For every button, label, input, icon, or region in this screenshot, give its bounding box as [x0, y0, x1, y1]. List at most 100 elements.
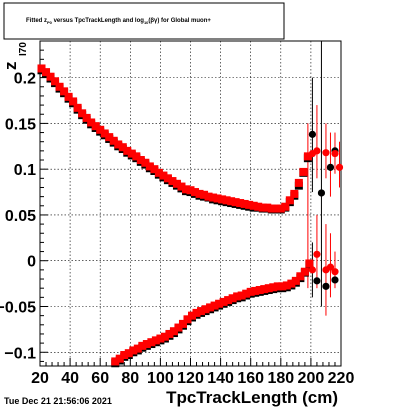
data-point [46, 72, 55, 81]
data-point [322, 282, 330, 290]
data-point [118, 143, 127, 152]
data-point [111, 357, 120, 366]
data-point [197, 307, 206, 316]
data-point [276, 204, 285, 213]
data-point [96, 125, 105, 134]
data-point [82, 113, 91, 122]
data-point [258, 203, 267, 212]
data-point [231, 198, 240, 207]
data-point [291, 276, 300, 285]
data-point [168, 177, 177, 186]
data-point [224, 296, 233, 305]
x-axis-title: TpcTrackLength (cm) [166, 388, 338, 407]
data-point [124, 349, 133, 358]
data-point [163, 174, 172, 183]
data-point [132, 152, 141, 161]
x-tick-label: 200 [298, 370, 325, 387]
data-point [145, 162, 154, 171]
y-tick-label: 0.1 [14, 162, 36, 179]
data-point [191, 188, 200, 197]
data-point [204, 192, 213, 201]
x-tick-label: 140 [207, 370, 234, 387]
data-point [300, 267, 309, 276]
data-point [181, 185, 190, 194]
data-point [305, 259, 314, 268]
data-point [73, 103, 82, 112]
data-point [178, 319, 187, 328]
data-point [249, 201, 258, 210]
data-point [237, 291, 246, 300]
data-point [210, 301, 219, 310]
data-point [219, 297, 228, 306]
data-point [78, 109, 87, 118]
data-point [331, 276, 339, 284]
data-point [282, 281, 291, 290]
title-box-frame [3, 2, 285, 40]
data-point [326, 163, 335, 171]
data-point [151, 336, 160, 345]
data-point [303, 152, 312, 161]
data-point [308, 130, 317, 138]
data-point [141, 158, 150, 167]
data-point [294, 178, 303, 187]
chart-title-mid: versus TpcTrackLength and log [52, 18, 144, 24]
data-point [246, 287, 255, 296]
x-tick-label: 180 [267, 370, 294, 387]
data-point [186, 186, 195, 195]
timestamp: Tue Dec 21 21:56:06 2021 [4, 396, 112, 406]
data-point [317, 189, 326, 197]
data-point [209, 193, 218, 202]
data-point [245, 200, 254, 209]
data-point [201, 305, 210, 314]
data-point [160, 332, 169, 341]
data-point [313, 147, 321, 155]
data-point [335, 163, 344, 171]
y-tick-label: 0.05 [5, 208, 36, 225]
data-point [287, 279, 296, 288]
data-point [100, 129, 109, 138]
data-point [142, 340, 151, 349]
y-axis-title-sub: I70 [18, 42, 29, 56]
data-point [159, 171, 168, 180]
data-point [213, 194, 222, 203]
data-point [147, 338, 156, 347]
chart-title-post: (βγ) for Global muon+ [148, 18, 211, 24]
data-point [138, 341, 147, 350]
data-point [269, 283, 278, 292]
data-point [218, 195, 227, 204]
data-point [123, 146, 132, 155]
data-point [51, 77, 60, 86]
data-point [87, 118, 96, 127]
data-point [136, 156, 145, 165]
data-point [55, 82, 64, 91]
data-point [200, 190, 209, 199]
data-point [206, 303, 215, 312]
data-point [242, 289, 251, 298]
data-point [254, 202, 263, 211]
data-point [91, 122, 100, 131]
data-point [188, 311, 197, 320]
data-point [183, 315, 192, 324]
data-point [260, 285, 269, 294]
x-tick-label: 120 [177, 370, 204, 387]
x-tick-label: 220 [328, 370, 355, 387]
data-point [299, 167, 308, 176]
x-tick-label: 40 [61, 370, 79, 387]
x-tick-label: 20 [31, 370, 49, 387]
y-axis-title: z I70 [1, 42, 29, 70]
data-point [233, 292, 242, 301]
data-point [222, 196, 231, 205]
data-point [150, 165, 159, 174]
data-point [228, 294, 237, 303]
data-point [227, 197, 236, 206]
title-box: Fitted zP0 versus TpcTrackLength and log… [3, 2, 285, 40]
x-tick-label: 80 [121, 370, 139, 387]
chart-title-sub2: 10 [144, 20, 149, 25]
data-point [64, 92, 73, 101]
data-point [60, 87, 69, 96]
y-axis-title-main: z [1, 62, 20, 71]
data-point [105, 133, 114, 142]
data-point [195, 189, 204, 198]
tick-labels-layer: 20 40 60 80 100 120 140 160 180 200 220 −0.1 −0.05 0 0… [0, 71, 354, 387]
data-point [278, 282, 287, 291]
